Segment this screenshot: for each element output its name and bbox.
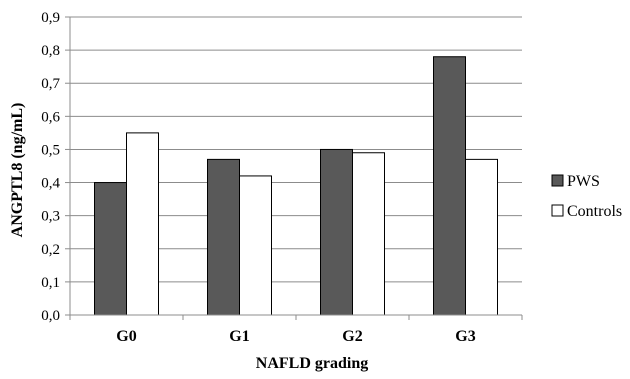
y-tick-label: 0,3: [41, 209, 60, 225]
y-tick-label: 0,8: [41, 43, 60, 59]
bar-controls-g2: [352, 152, 385, 316]
bar-pws-g1: [207, 158, 240, 316]
x-axis-tick-labels: G0 G1 G2 G3: [116, 328, 475, 345]
bar-controls-g3: [465, 158, 498, 316]
y-tick-label: 0,6: [41, 109, 60, 125]
legend-label-pws: PWS: [567, 173, 600, 190]
legend-swatch-pws: [551, 174, 564, 187]
y-tick-label: 0,1: [41, 275, 60, 291]
bars: [94, 56, 498, 316]
bar-pws-g3: [433, 56, 466, 316]
y-tick-label: 0,2: [41, 242, 60, 258]
y-tick-label: 0,4: [41, 176, 60, 192]
legend: PWS Controls: [551, 173, 622, 220]
y-axis-tick-labels: 0,0 0,1 0,2 0,3 0,4 0,5 0,6 0,7 0,8 0,9: [41, 10, 60, 324]
y-tick-label: 0,0: [41, 308, 60, 324]
legend-label-controls: Controls: [567, 203, 622, 220]
bar-pws-g2: [320, 148, 353, 316]
y-tick-label: 0,9: [41, 10, 60, 26]
y-tick-label: 0,7: [41, 76, 60, 92]
axes: [69, 17, 523, 320]
x-tick-label: G1: [229, 328, 249, 345]
y-tick-label: 0,5: [41, 142, 60, 158]
bar-controls-g0: [126, 132, 159, 316]
y-axis-title: ANGPTL8 (ng/mL): [9, 103, 26, 238]
x-axis-title: NAFLD grading: [256, 355, 368, 372]
x-tick-label: G3: [455, 328, 475, 345]
x-tick-label: G0: [116, 328, 136, 345]
bar-controls-g1: [239, 175, 272, 316]
x-tick-label: G2: [342, 328, 362, 345]
legend-swatch-controls: [551, 204, 564, 217]
bar-pws-g0: [94, 182, 127, 316]
